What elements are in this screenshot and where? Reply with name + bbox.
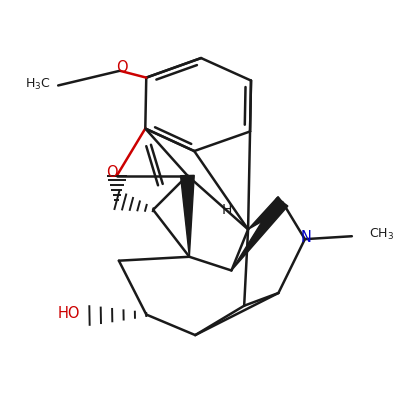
Polygon shape: [232, 198, 288, 270]
Text: O: O: [106, 165, 118, 180]
Text: N: N: [300, 230, 311, 245]
Polygon shape: [180, 175, 194, 257]
Text: O: O: [116, 60, 128, 75]
Polygon shape: [248, 197, 287, 229]
Text: HO: HO: [57, 306, 80, 321]
Text: H$_3$C: H$_3$C: [25, 77, 50, 92]
Text: CH$_3$: CH$_3$: [370, 227, 394, 242]
Text: H: H: [221, 203, 232, 217]
